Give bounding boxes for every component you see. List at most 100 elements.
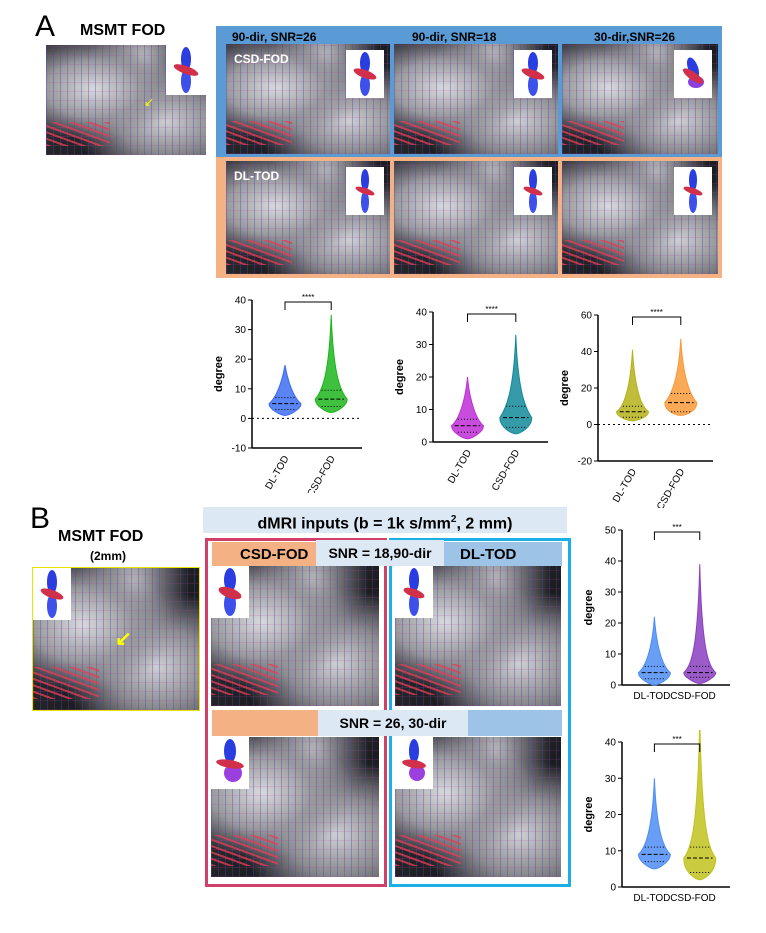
fod-glyph-inset (395, 737, 433, 789)
fod-glyph-inset (674, 167, 712, 215)
significance-label: *** (672, 735, 681, 744)
fod-glyph-icon (403, 568, 425, 616)
panel-b-msmt-title: MSMT FOD (58, 528, 144, 545)
y-tick-label: 20 (605, 810, 617, 821)
y-axis-label: degree (213, 356, 225, 392)
fod-glyph-inset (674, 50, 712, 98)
panel-a-letter: A (35, 10, 56, 43)
fod-glyph-icon (218, 568, 242, 616)
csd-tile-2 (394, 44, 558, 154)
y-tick-label: 20 (235, 355, 247, 366)
significance-label: **** (650, 308, 662, 317)
panel-b-letter: B (30, 502, 51, 535)
y-tick-label: 40 (581, 347, 593, 358)
fod-glyph-icon (523, 169, 543, 213)
fod-glyph-inset (346, 50, 384, 98)
col-header-2: 90-dir, SNR=18 (412, 30, 497, 44)
inputs-banner: dMRI inputs (b = 1k s/mm2, 2 mm) (203, 507, 567, 533)
fod-glyph-icon (521, 52, 545, 96)
snr-label-2: SNR = 26, 30-dir (318, 710, 468, 736)
x-tick-label: CSD-FOD (670, 893, 716, 904)
fod-glyph-icon (402, 739, 426, 781)
significance-label: *** (672, 523, 681, 532)
row-label-dl: DL-TOD (234, 169, 280, 183)
violin-0 (637, 616, 671, 686)
y-tick-label: 10 (416, 405, 428, 416)
y-tick-label: 20 (416, 373, 428, 384)
arrow-icon: ↙ (144, 95, 155, 109)
y-tick-label: 50 (605, 526, 617, 537)
inputs-tail: , 2 mm) (456, 515, 513, 533)
y-tick-label: 0 (421, 438, 427, 449)
y-tick-label: 30 (605, 774, 617, 785)
fod-glyph-inset (33, 568, 71, 620)
csd-tile-1: CSD-FOD (226, 44, 390, 154)
panel-b-msmt-sub: (2mm) (90, 549, 127, 563)
significance-bracket (284, 301, 332, 310)
dl-tile-1: DL-TOD (226, 161, 390, 274)
x-tick-label: CSD-FOD (490, 448, 522, 490)
y-axis-label: degree (583, 796, 595, 832)
violin-chart-a3: -20 0 20 40 60 degree DL-TOD CSD-FOD **** (559, 308, 713, 508)
y-axis-label: degree (583, 589, 595, 625)
inputs-sup: 2 (450, 514, 457, 525)
fod-glyph-icon (173, 47, 199, 93)
y-tick-label: 40 (416, 308, 428, 319)
fod-glyph-inset (395, 566, 433, 618)
x-tick-label: CSD-FOD (655, 467, 687, 508)
fod-glyph-icon (216, 739, 244, 782)
significance-bracket (467, 313, 517, 322)
y-tick-label: 10 (235, 384, 247, 395)
y-tick-label: 40 (235, 296, 247, 307)
significance-bracket (632, 316, 682, 325)
violin-chart-b2: 0 10 20 30 40 degree DL-TOD CSD-FOD *** (583, 730, 730, 904)
dl-label: DL-TOD (460, 546, 517, 563)
y-tick-label: 30 (416, 340, 428, 351)
y-tick-label: 0 (240, 414, 246, 425)
violin-0 (450, 376, 485, 440)
fod-glyph-inset (514, 167, 552, 215)
violin-1 (499, 334, 533, 435)
fod-glyph-icon (683, 169, 703, 213)
csd-tile-3 (562, 44, 718, 154)
b-csd-tile-1 (211, 566, 379, 706)
y-tick-label: -20 (578, 457, 593, 468)
y-tick-label: 10 (605, 846, 617, 857)
fod-glyph-inset (346, 167, 384, 215)
col-header-3: 30-dir,SNR=26 (594, 30, 676, 44)
violin-chart-a1: -10 0 10 20 30 40 degree DL-TOD CSD-FOD **** (213, 293, 362, 493)
y-tick-label: 10 (605, 650, 617, 661)
x-tick-label: DL-TOD (446, 448, 474, 486)
fod-glyph-inset (166, 45, 206, 95)
b-dl-tile-1 (395, 566, 561, 706)
violin-chart-b1: 0 10 20 30 40 50 degree DL-TOD CSD-FOD *** (583, 523, 730, 702)
fod-glyph-inset (211, 737, 249, 789)
violin-1 (664, 338, 698, 416)
significance-bracket (653, 531, 701, 540)
inputs-title: dMRI inputs (b = 1k s/mm (257, 515, 451, 533)
col-header-1: 90-dir, SNR=26 (232, 30, 317, 44)
fod-glyph-icon (40, 570, 64, 618)
fod-glyph-icon (353, 52, 377, 96)
x-tick-label: DL-TOD (611, 467, 639, 505)
significance-label: **** (302, 293, 314, 302)
panel-a-msmt-image: ↙ (46, 45, 206, 155)
y-axis-label: degree (559, 370, 571, 406)
x-tick-label: DL-TOD (633, 691, 670, 702)
fod-glyph-icon (355, 169, 375, 213)
fod-glyph-icon (682, 57, 704, 88)
y-tick-label: 40 (605, 738, 617, 749)
x-tick-label: DL-TOD (633, 893, 670, 904)
fod-glyph-inset (211, 566, 249, 618)
row-label-csd: CSD-FOD (234, 52, 289, 66)
violin-0 (615, 349, 650, 422)
y-tick-label: 30 (235, 325, 247, 336)
y-tick-label: 20 (581, 384, 593, 395)
y-tick-label: 40 (605, 557, 617, 568)
significance-bracket (653, 743, 701, 752)
dl-tile-2 (394, 161, 558, 274)
y-tick-label: 0 (610, 883, 616, 894)
y-tick-label: 0 (586, 420, 592, 431)
violin-1 (314, 314, 348, 413)
violin-0 (268, 365, 302, 416)
